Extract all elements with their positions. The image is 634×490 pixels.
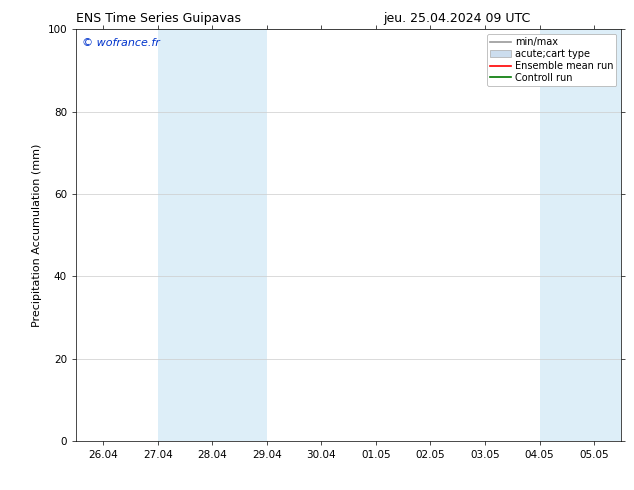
Bar (158, 29, 267, 441)
Text: jeu. 25.04.2024 09 UTC: jeu. 25.04.2024 09 UTC (383, 12, 530, 25)
Legend: min/max, acute;cart type, Ensemble mean run, Controll run: min/max, acute;cart type, Ensemble mean … (487, 34, 616, 86)
Bar (540, 29, 621, 441)
Text: © wofrance.fr: © wofrance.fr (82, 38, 159, 48)
Y-axis label: Precipitation Accumulation (mm): Precipitation Accumulation (mm) (32, 144, 42, 327)
Text: ENS Time Series Guipavas: ENS Time Series Guipavas (76, 12, 241, 25)
